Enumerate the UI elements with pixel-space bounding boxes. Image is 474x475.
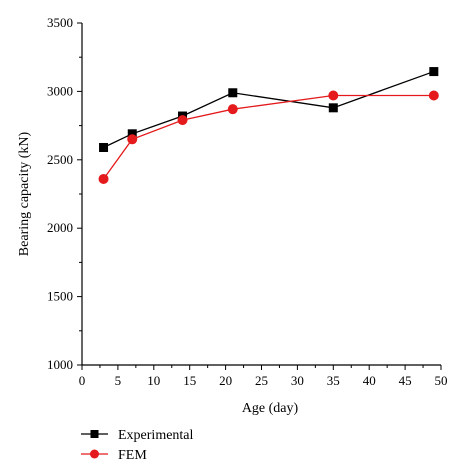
data-point-experimental: [429, 67, 439, 77]
x-tick-label: 30: [291, 373, 304, 388]
x-tick-label: 25: [255, 373, 268, 388]
x-tick-label: 20: [219, 373, 232, 388]
y-tick-label: 3500: [47, 15, 73, 30]
legend-marker-experimental: [90, 430, 99, 438]
data-point-experimental: [127, 129, 137, 139]
x-tick-label: 35: [327, 373, 340, 388]
data-point-fem: [328, 90, 339, 101]
legend: Experimental FEM: [81, 428, 194, 463]
data-point-fem: [177, 115, 188, 126]
y-axis-label: Bearing capacity (kN): [17, 131, 32, 256]
data-point-fem: [227, 104, 238, 115]
x-tick-label: 45: [399, 373, 412, 388]
x-tick-label: 40: [363, 373, 376, 388]
x-tick-label: 0: [79, 373, 86, 388]
legend-marker-fem: [90, 449, 99, 459]
legend-label-fem: FEM: [118, 448, 147, 463]
data-point-fem: [98, 173, 109, 184]
data-point-experimental: [328, 103, 338, 113]
ticks: 0 5 10 15 20 25 30 35 40 45 50 1000 1500 2000 2500 3000…: [47, 15, 448, 388]
series-group: [98, 67, 439, 184]
data-point-fem: [428, 90, 439, 101]
axes: [81, 23, 441, 366]
data-point-fem: [127, 134, 138, 145]
series-line-experimental: [103, 70, 435, 149]
y-tick-label: 3000: [47, 83, 73, 98]
y-tick-label: 1500: [47, 289, 73, 304]
legend-label-experimental: Experimental: [118, 428, 194, 443]
x-tick-label: 5: [115, 373, 122, 388]
y-tick-label: 2500: [47, 152, 73, 167]
data-point-experimental: [228, 88, 238, 98]
x-axis-label: Age (day): [242, 401, 299, 416]
x-tick-label: 15: [183, 373, 196, 388]
data-point-experimental: [99, 142, 109, 152]
x-tick-label: 10: [147, 373, 160, 388]
x-tick-label: 50: [435, 373, 448, 388]
series-line-fem: [103, 94, 434, 180]
y-tick-label: 1000: [47, 357, 73, 372]
y-tick-label: 2000: [47, 220, 73, 235]
